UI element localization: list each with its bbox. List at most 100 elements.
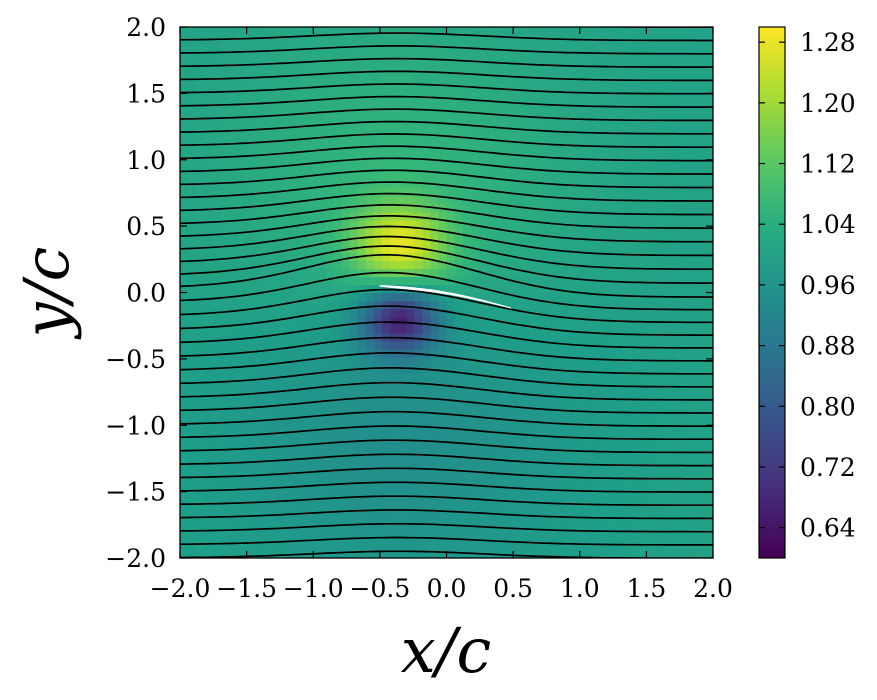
heatmap-cell [422, 525, 431, 535]
heatmap-cell [511, 493, 520, 503]
heatmap-cell [422, 115, 431, 125]
heatmap-cell [301, 268, 310, 278]
heatmap-cell [381, 308, 391, 318]
heatmap-cell [180, 356, 189, 366]
heatmap-cell [624, 27, 633, 36]
heatmap-cell [244, 212, 254, 221]
heatmap-cell [276, 171, 286, 181]
heatmap-cell [252, 91, 262, 101]
heatmap-cell [680, 252, 690, 261]
heatmap-cell [212, 163, 221, 173]
heatmap-cell [656, 179, 666, 189]
heatmap-cell [462, 469, 472, 479]
heatmap-cell [688, 236, 698, 245]
heatmap-cell [276, 91, 286, 101]
heatmap-cell [583, 27, 593, 36]
heatmap-cell [527, 372, 536, 382]
heatmap-cell [438, 308, 448, 318]
heatmap-cell [422, 284, 431, 294]
heatmap-cell [624, 437, 633, 446]
heatmap-cell [236, 83, 246, 92]
heatmap-cell [680, 228, 690, 237]
heatmap-cell [551, 348, 561, 358]
heatmap-cell [284, 99, 294, 109]
heatmap-cell [293, 533, 302, 543]
heatmap-cell [454, 284, 464, 294]
heatmap-cell [454, 348, 464, 358]
heatmap-cell [244, 131, 254, 141]
heatmap-cell [511, 437, 520, 446]
heatmap-cell [309, 107, 318, 117]
heatmap-cell [624, 397, 633, 406]
heatmap-cell [696, 300, 706, 310]
heatmap-cell [438, 115, 448, 125]
heatmap-cell [422, 549, 431, 558]
heatmap-cell [438, 284, 448, 294]
heatmap-cell [624, 163, 633, 173]
heatmap-cell [373, 525, 383, 535]
heatmap-cell [486, 429, 496, 438]
heatmap-cell [309, 421, 318, 430]
heatmap-cell [422, 509, 431, 519]
heatmap-cell [503, 212, 512, 221]
heatmap-cell [365, 485, 375, 495]
heatmap-cell [414, 83, 423, 92]
heatmap-cell [381, 195, 391, 205]
heatmap-cell [341, 99, 351, 109]
heatmap-cell [616, 107, 625, 117]
heatmap-cell [373, 228, 383, 237]
heatmap-cell [519, 195, 528, 205]
heatmap-cell [196, 171, 205, 181]
heatmap-cell [381, 187, 391, 197]
heatmap-cell [608, 517, 617, 527]
heatmap-cell [268, 453, 278, 463]
heatmap-cell [276, 244, 286, 253]
streamline [180, 495, 713, 507]
heatmap-cell [543, 99, 553, 109]
heatmap-cell [680, 187, 690, 197]
heatmap-cell [511, 477, 520, 487]
heatmap-cell [672, 437, 682, 446]
heatmap-cell [430, 163, 440, 173]
heatmap-cell [704, 372, 713, 382]
heatmap-cell [333, 372, 343, 382]
heatmap-cell [301, 59, 310, 68]
heatmap-cell [486, 75, 496, 84]
heatmap-cell [430, 340, 440, 350]
heatmap-cell [494, 445, 504, 455]
heatmap-cell [704, 525, 713, 535]
heatmap-cell [260, 405, 270, 414]
heatmap-cell [236, 236, 246, 245]
heatmap-cell [309, 244, 318, 253]
heatmap-cell [317, 212, 326, 221]
heatmap-cell [551, 493, 561, 503]
heatmap-cell [583, 212, 593, 221]
heatmap-cell [527, 429, 536, 438]
heatmap-cell [478, 421, 488, 430]
heatmap-cell [220, 477, 230, 487]
heatmap-cell [228, 59, 238, 68]
heatmap-cell [422, 171, 431, 181]
heatmap-cell [624, 308, 633, 318]
heatmap-cell [389, 397, 399, 406]
heatmap-cell [696, 324, 706, 334]
heatmap-cell [284, 67, 294, 76]
heatmap-cell [252, 340, 262, 350]
heatmap-cell [438, 541, 448, 551]
heatmap-cell [704, 252, 713, 261]
heatmap-cell [365, 421, 375, 430]
heatmap-cell [680, 43, 690, 52]
heatmap-cell [228, 300, 238, 310]
streamline [180, 321, 713, 349]
heatmap-cell [341, 517, 351, 527]
heatmap-cell [503, 268, 512, 278]
heatmap-cell [357, 413, 367, 422]
heatmap-cell [511, 397, 520, 406]
heatmap-cell [228, 276, 238, 286]
heatmap-cell [293, 340, 302, 350]
heatmap-cell [503, 131, 512, 141]
heatmap-cell [470, 493, 480, 503]
heatmap-cell [486, 381, 496, 390]
heatmap-cell [398, 171, 407, 181]
heatmap-cell [688, 340, 698, 350]
